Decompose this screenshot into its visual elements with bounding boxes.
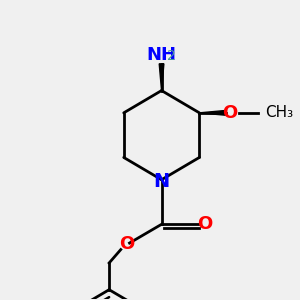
Text: N: N	[153, 172, 170, 191]
Polygon shape	[200, 110, 226, 115]
Text: NH: NH	[147, 46, 177, 64]
Text: CH₃: CH₃	[265, 105, 293, 120]
Text: 2: 2	[167, 50, 176, 63]
Polygon shape	[159, 64, 164, 91]
Text: O: O	[198, 215, 213, 233]
Text: O: O	[119, 235, 134, 253]
Text: O: O	[222, 104, 238, 122]
